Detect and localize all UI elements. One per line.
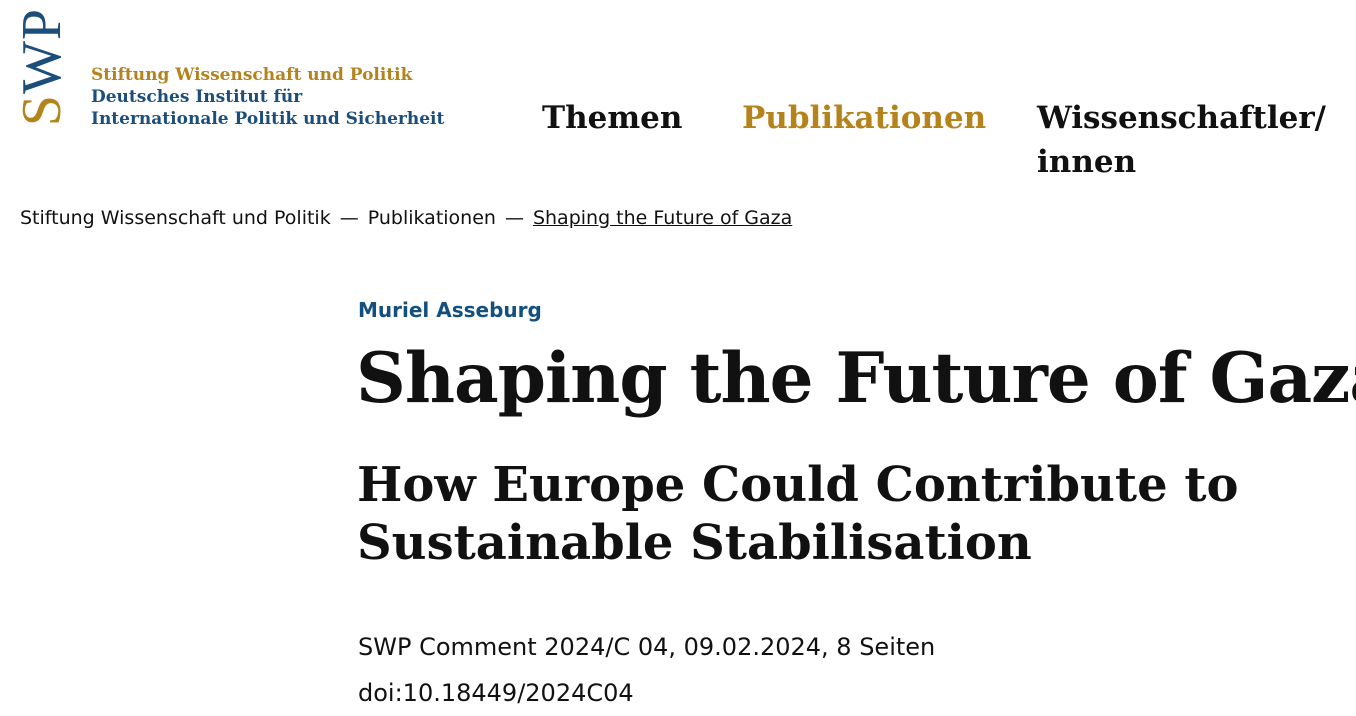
- page-title: Shaping the Future of Gaza: [356, 338, 1356, 419]
- nav-publikationen[interactable]: Publikationen: [742, 100, 987, 136]
- nav-themen[interactable]: Themen: [542, 100, 683, 136]
- publication-info: SWP Comment 2024/C 04, 09.02.2024, 8 Sei…: [358, 633, 936, 661]
- breadcrumb-separator: —: [504, 207, 524, 229]
- logo-letters-wp: WP: [11, 7, 73, 94]
- nav-wissenschaftler[interactable]: Wissenschaftler/ innen: [1037, 100, 1326, 180]
- logo-mark: SWP: [11, 7, 73, 127]
- logo-line-1: Stiftung Wissenschaft und Politik: [91, 65, 413, 85]
- logo-letter-s: S: [11, 93, 73, 127]
- breadcrumb-separator: —: [339, 207, 359, 229]
- breadcrumb-publikationen[interactable]: Publikationen: [367, 207, 496, 229]
- logo-line-3: Internationale Politik und Sicherheit: [91, 109, 445, 129]
- publication-meta: SWP Comment 2024/C 04, 09.02.2024, 8 Sei…: [358, 624, 935, 716]
- logo-line-2: Deutsches Institut für: [91, 87, 303, 107]
- breadcrumb: Stiftung Wissenschaft und Politik — Publik…: [20, 207, 792, 229]
- breadcrumb-current[interactable]: Shaping the Future of Gaza: [532, 207, 793, 229]
- author-link[interactable]: Muriel Asseburg: [358, 298, 542, 322]
- logo-text: Stiftung Wissenschaft und Politik Deutsc…: [91, 64, 444, 130]
- page-subtitle: How Europe Could Contribute to Sustainab…: [357, 457, 1239, 571]
- doi: doi:10.18449/2024C04: [358, 679, 634, 707]
- breadcrumb-home[interactable]: Stiftung Wissenschaft und Politik: [20, 207, 331, 229]
